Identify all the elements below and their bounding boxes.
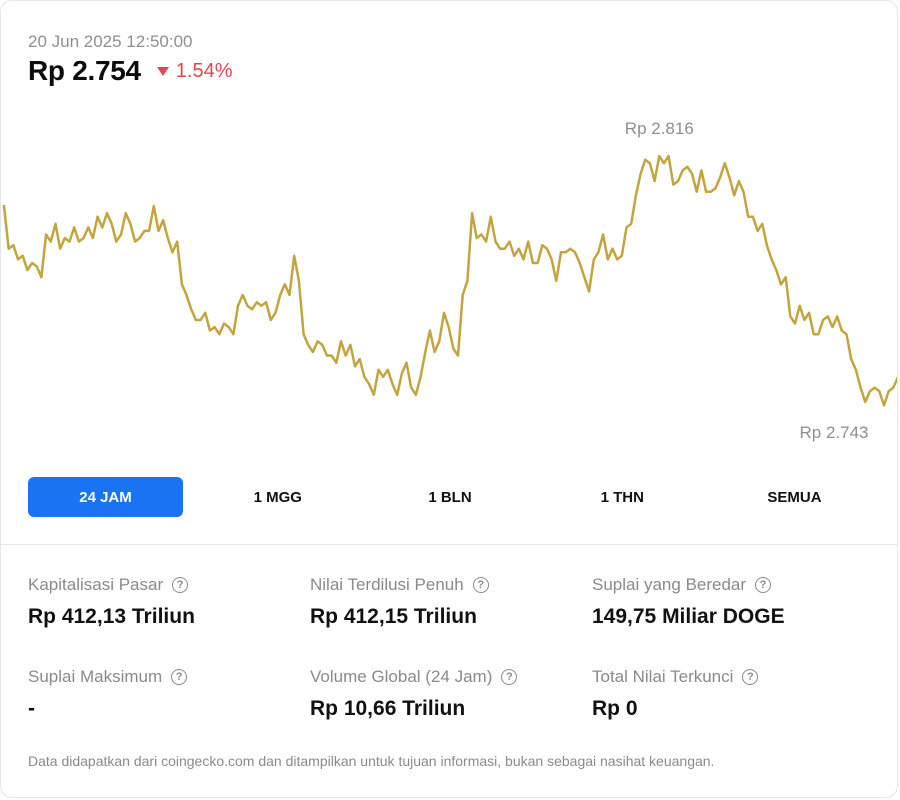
stat-value: Rp 412,15 Triliun <box>310 605 477 628</box>
tab-1-thn[interactable]: 1 THN <box>600 488 644 506</box>
price-row: Rp 2.754 1.54% <box>28 55 233 87</box>
stat-circulating-supply: Suplai yang Beredar? 149,75 Miliar DOGE <box>592 573 874 629</box>
current-price: Rp 2.754 <box>28 55 141 86</box>
stat-fully-diluted: Nilai Terdilusi Penuh? Rp 412,15 Triliun <box>310 573 592 629</box>
stat-label: Suplai yang Beredar <box>592 575 747 594</box>
question-circle-icon[interactable]: ? <box>472 577 489 593</box>
tab-1-mgg[interactable]: 1 MGG <box>253 488 302 506</box>
tab-semua[interactable]: SEMUA <box>767 488 822 506</box>
stat-max-supply: Suplai Maksimum? - <box>28 665 310 721</box>
high-price-label: Rp 2.816 <box>625 119 694 138</box>
price-chart[interactable]: Rp 2.816 Rp 2.743 <box>1 1 898 471</box>
tab-24-jam[interactable]: 24 JAM <box>28 477 183 517</box>
timeframe-tabs: 24 JAM 1 MGG 1 BLN 1 THN SEMUA <box>28 477 872 517</box>
tab-1-bln[interactable]: 1 BLN <box>428 488 472 506</box>
stat-market-cap: Kapitalisasi Pasar? Rp 412,13 Triliun <box>28 573 310 629</box>
question-circle-icon[interactable]: ? <box>172 577 189 593</box>
question-circle-icon[interactable]: ? <box>742 669 759 685</box>
stat-value: Rp 412,13 Triliun <box>28 605 195 628</box>
question-circle-icon[interactable]: ? <box>171 669 188 685</box>
disclaimer: Data didapatkan dari coingecko.com dan d… <box>28 753 715 769</box>
stat-total-value-locked: Total Nilai Terkunci? Rp 0 <box>592 665 874 721</box>
stat-label: Total Nilai Terkunci <box>592 667 734 686</box>
question-circle-icon[interactable]: ? <box>755 577 772 593</box>
price-change: 1.54% <box>156 59 233 83</box>
question-circle-icon[interactable]: ? <box>501 669 518 685</box>
stat-value: Rp 10,66 Triliun <box>310 697 466 720</box>
divider <box>1 544 897 545</box>
stat-label: Nilai Terdilusi Penuh <box>310 575 464 594</box>
stats-grid: Kapitalisasi Pasar? Rp 412,13 Triliun Ni… <box>28 573 888 721</box>
stat-global-volume: Volume Global (24 Jam)? Rp 10,66 Triliun <box>310 665 592 721</box>
timestamp: 20 Jun 2025 12:50:00 <box>28 32 193 51</box>
stat-value: 149,75 Miliar DOGE <box>592 605 785 628</box>
price-change-percent: 1.54% <box>175 59 233 82</box>
low-price-label: Rp 2.743 <box>800 423 869 442</box>
stat-label: Kapitalisasi Pasar <box>28 575 164 594</box>
stat-label: Suplai Maksimum <box>28 667 163 686</box>
stat-label: Volume Global (24 Jam) <box>310 667 493 686</box>
triangle-down-icon <box>156 66 169 76</box>
stat-value: Rp 0 <box>592 697 638 720</box>
price-line <box>2 154 897 407</box>
stat-value: - <box>28 697 35 720</box>
